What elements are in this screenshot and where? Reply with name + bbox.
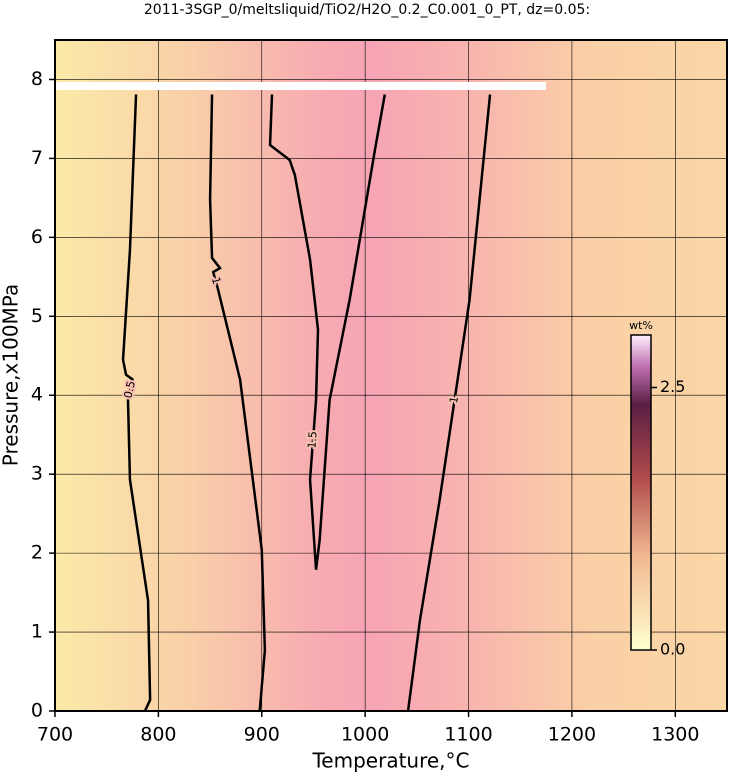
contour-label: 0.5 xyxy=(122,380,138,400)
white-band xyxy=(55,82,546,90)
grid xyxy=(54,40,727,712)
plot-frame xyxy=(54,39,728,712)
colorbar xyxy=(630,334,652,651)
y-tick-label: 8 xyxy=(31,68,43,90)
plot-background xyxy=(55,40,727,711)
y-axis-label: Pressure,x100MPa xyxy=(0,284,23,466)
x-tick-label: 1300 xyxy=(651,724,699,746)
x-tick-label: 800 xyxy=(140,724,176,746)
y-tick-label: 7 xyxy=(31,147,43,169)
contour-line xyxy=(268,94,387,570)
y-tick-label: 3 xyxy=(31,463,43,485)
y-tick-label: 4 xyxy=(31,384,43,406)
x-axis-label: Temperature,°C xyxy=(311,749,469,773)
y-tick-label: 2 xyxy=(31,542,43,564)
x-tick-label: 1200 xyxy=(548,724,596,746)
y-tick-label: 5 xyxy=(31,305,43,327)
chart-title: 2011-3SGP_0/meltsliquid/TiO2/H2O_0.2_C0.… xyxy=(144,2,590,18)
colorbar-tick-label: 0.0 xyxy=(660,640,685,659)
x-tick-label: 1000 xyxy=(341,724,389,746)
y-tick-label: 0 xyxy=(31,700,43,722)
y-tick-label: 1 xyxy=(31,621,43,643)
colorbar-label: wt% xyxy=(629,319,653,332)
x-tick-label: 700 xyxy=(37,724,73,746)
x-tick-label: 1100 xyxy=(444,724,492,746)
contours: 0.511.51 xyxy=(120,94,492,712)
contour-line xyxy=(121,94,152,712)
x-tick-label: 900 xyxy=(244,724,280,746)
colorbar-tick-label: 2.5 xyxy=(660,377,685,396)
contour-line xyxy=(406,94,492,712)
contour-label: 1.5 xyxy=(305,431,319,449)
contour-line xyxy=(208,94,267,712)
y-tick-label: 6 xyxy=(31,226,43,248)
